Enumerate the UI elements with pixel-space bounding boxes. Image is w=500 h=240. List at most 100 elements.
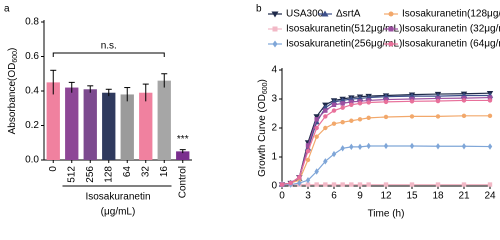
marker <box>314 134 319 139</box>
marker <box>340 145 345 152</box>
marker <box>461 98 467 103</box>
marker <box>357 101 363 106</box>
marker <box>305 182 311 187</box>
x-tick-label: 24 <box>484 191 496 202</box>
bar <box>83 89 97 160</box>
x-tick-label: 32 <box>140 166 151 178</box>
legend-marker <box>272 40 278 48</box>
marker <box>323 182 328 187</box>
y-tick-label: 0.6 <box>25 51 39 62</box>
legend-marker <box>321 10 329 17</box>
x-tick-label: 0 <box>48 166 59 172</box>
x-axis-label: Isosakuranetin <box>85 192 150 203</box>
y-axis-label: Growth Curve (OD600) <box>257 79 269 177</box>
y-tick-label: 0.2 <box>25 120 39 131</box>
x-tick-label: 128 <box>103 166 114 183</box>
x-tick-label: 21 <box>458 191 470 202</box>
marker <box>340 101 345 106</box>
marker <box>331 108 337 113</box>
marker <box>383 182 389 187</box>
marker <box>357 143 363 151</box>
marker <box>383 99 389 105</box>
marker <box>409 114 415 119</box>
marker <box>331 150 337 158</box>
marker <box>349 102 354 108</box>
y-axis-label-sub: 600 <box>262 82 269 94</box>
marker <box>409 142 415 150</box>
marker <box>366 115 371 121</box>
marker <box>487 182 493 187</box>
y-tick-label: 0.8 <box>25 17 39 28</box>
marker <box>340 182 345 187</box>
y-tick-label: 0.4 <box>25 86 39 97</box>
marker <box>331 102 337 107</box>
marker <box>305 143 311 148</box>
series-line <box>282 145 491 186</box>
marker <box>340 105 345 110</box>
marker <box>383 97 389 102</box>
panel-label: b <box>256 4 262 15</box>
series-line <box>281 99 490 186</box>
legend-label: Isosakuranetin (64μg/mL) <box>402 39 500 50</box>
bar <box>157 80 171 160</box>
marker <box>435 114 441 119</box>
marker <box>383 114 389 120</box>
marker <box>305 157 311 163</box>
x-axis-label-unit: (μg/mL) <box>101 207 136 218</box>
marker <box>313 114 320 120</box>
y-axis-label: Absorbance(OD600) <box>7 48 19 135</box>
annotation: *** <box>177 134 189 145</box>
marker <box>487 113 493 119</box>
significance-bracket <box>52 52 165 58</box>
x-axis-label: Time (h) <box>368 209 405 220</box>
x-tick-label: 16 <box>159 166 170 178</box>
x-tick-label: 512 <box>66 166 77 183</box>
y-tick-label: 4 <box>271 65 277 76</box>
series-line <box>281 115 490 186</box>
marker <box>323 158 328 165</box>
y-tick-label: 2 <box>271 123 277 134</box>
marker <box>297 179 302 187</box>
marker <box>366 100 371 105</box>
marker <box>357 182 363 187</box>
y-axis-label-end: ) <box>7 48 18 51</box>
marker <box>305 149 311 154</box>
x-tick-label: 12 <box>380 191 392 202</box>
marker <box>297 175 302 180</box>
y-tick-label: 0 <box>271 181 277 192</box>
x-tick-label: 9 <box>357 191 363 202</box>
bar <box>176 151 190 160</box>
marker <box>323 108 328 113</box>
marker <box>409 99 415 104</box>
legend-marker <box>271 11 279 18</box>
legend-label: Isosakuranetin(128μg/mL) <box>402 9 500 20</box>
legend-label: Isosakuranetin(256μg/mL) <box>286 39 402 50</box>
marker <box>279 182 285 187</box>
bar <box>139 92 153 160</box>
marker <box>409 182 415 187</box>
x-tick-label: 256 <box>85 166 96 183</box>
legend-marker <box>272 26 278 32</box>
marker <box>314 168 319 175</box>
x-tick-label: 15 <box>406 191 418 202</box>
marker <box>357 117 363 122</box>
legend-marker <box>388 11 394 17</box>
y-axis-label-sub: 600 <box>12 51 19 63</box>
y-axis-label-end: ) <box>257 79 268 82</box>
marker <box>340 120 345 125</box>
y-tick-label: 3 <box>271 94 277 105</box>
marker <box>461 143 467 150</box>
legend-marker <box>388 26 394 32</box>
annotation: n.s. <box>101 41 117 52</box>
marker <box>435 143 441 150</box>
marker <box>461 95 467 101</box>
marker <box>314 125 319 131</box>
marker <box>349 143 354 151</box>
y-tick-label: 0.0 <box>25 155 39 166</box>
legend-label: USA300 <box>286 9 324 20</box>
marker <box>487 95 493 100</box>
x-tick-label: Control <box>177 166 188 198</box>
marker <box>366 142 371 150</box>
bar <box>46 82 60 160</box>
marker <box>435 96 441 101</box>
